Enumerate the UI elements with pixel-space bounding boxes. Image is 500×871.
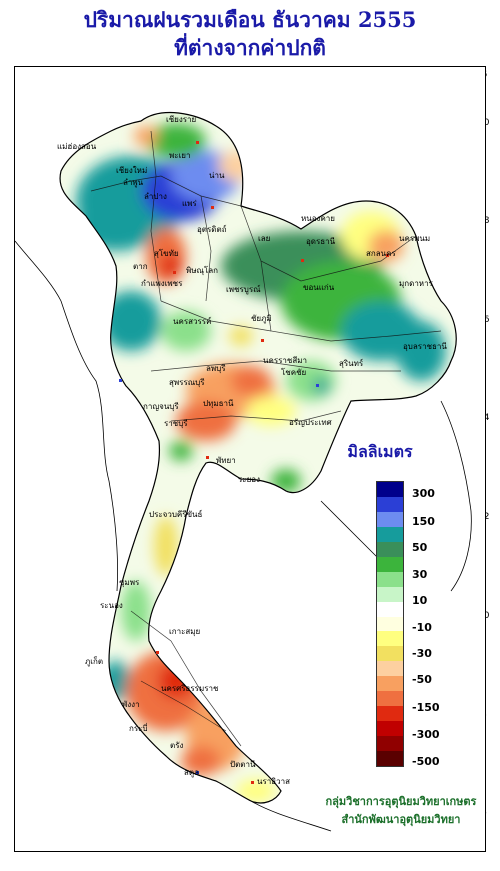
place-label: ขอนแก่น: [303, 283, 335, 292]
place-label: นราธิวาส: [257, 777, 290, 786]
place-label: โชคชัย: [281, 367, 306, 377]
legend-swatch: [377, 646, 403, 662]
place-label: แพร่: [182, 199, 197, 208]
place-label: กำแพงเพชร: [141, 279, 183, 288]
legend-swatch: [377, 736, 403, 752]
legend-swatch: [377, 541, 403, 558]
place-label: ภูเก็ต: [85, 656, 103, 667]
place-label: ลพบุรี: [206, 364, 226, 373]
rainfall-anomaly-map: เชียงราย แม่ฮ่องสอน เชียงใหม่ พะเยา ลำพู…: [15, 111, 472, 832]
place-label: กาญจนบุรี: [143, 402, 179, 411]
place-label: สตูล: [184, 768, 199, 778]
place-label: เพชรบูรณ์: [226, 284, 261, 295]
place-label: อรัญประเทศ: [289, 418, 332, 427]
place-label: อุตรดิตถ์: [197, 224, 227, 234]
place-label: กระบี่: [129, 722, 148, 733]
place-label: เลย: [258, 234, 270, 243]
place-label: สุรินทร์: [339, 358, 364, 368]
place-label: ประจวบคีรีขันธ์: [149, 509, 203, 519]
place-label: ราชบุรี: [164, 419, 188, 428]
place-label: ปัตตานี: [230, 760, 256, 769]
place-label: น่าน: [209, 171, 225, 180]
legend-swatch: [377, 482, 403, 498]
place-label: สุพรรณบุรี: [169, 378, 205, 387]
map-title-line1: ปริมาณฝนรวมเดือน ธันวาคม 2555: [83, 7, 417, 32]
place-label: พัทยา: [216, 456, 236, 465]
legend-swatch: [377, 496, 403, 513]
legend-color-bar: [376, 481, 404, 767]
legend-label: -500: [412, 755, 440, 768]
place-label: อุบลราชธานี: [403, 342, 447, 351]
place-label: หนองคาย: [301, 214, 335, 223]
place-label: พะเยา: [169, 151, 190, 160]
legend-label: -30: [412, 647, 432, 660]
place-label: ปทุมธานี: [203, 399, 234, 408]
legend-label: 300: [412, 487, 435, 500]
legend-label: 50: [412, 541, 428, 554]
legend-swatch: [377, 706, 403, 722]
legend-title: มิลลิเมตร: [347, 442, 413, 461]
place-label: ชัยภูมิ: [251, 314, 272, 324]
place-label: นครพนม: [399, 234, 430, 243]
regional-coastlines: [15, 240, 472, 832]
legend-swatch: [377, 676, 403, 692]
place-label: ลำปาง: [144, 192, 167, 201]
place-label: แม่ฮ่องสอน: [57, 142, 97, 151]
legend-label: -150: [412, 701, 440, 714]
place-label: นครราชสีมา: [263, 356, 307, 365]
place-label: ระยอง: [238, 475, 260, 484]
place-label: มุกดาหาร: [399, 279, 434, 288]
place-label: เชียงราย: [166, 115, 196, 124]
legend-label: -50: [412, 673, 432, 686]
place-label: พังงา: [122, 700, 140, 709]
legend-label: 150: [412, 515, 435, 528]
legend-swatch: [377, 601, 403, 618]
legend-swatch: [377, 691, 403, 707]
place-label: อุดรธานี: [306, 237, 336, 246]
legend-swatch: [377, 511, 403, 528]
legend-swatch: [377, 721, 403, 737]
legend-swatch: [377, 631, 403, 647]
place-label: ระนอง: [100, 601, 123, 610]
legend-label: -10: [412, 621, 432, 634]
map-frame: เชียงราย แม่ฮ่องสอน เชียงใหม่ พะเยา ลำพู…: [14, 66, 486, 852]
credit-line1: กลุ่มวิชาการอุตุนิยมวิทยาเกษตร: [325, 795, 477, 808]
place-label: นครศรีธรรมราช: [161, 684, 219, 693]
place-label: เกาะสมุย: [169, 627, 200, 636]
legend-swatch: [377, 526, 403, 543]
place-label: พิษณุโลก: [186, 265, 218, 275]
place-label: นครสวรรค์: [173, 316, 211, 326]
place-label: ตรัง: [170, 741, 183, 750]
legend-label: -300: [412, 728, 440, 741]
legend-swatch: [377, 571, 403, 588]
legend-swatch: [377, 751, 403, 767]
place-label: ชุมพร: [119, 578, 140, 587]
place-label: สกลนคร: [366, 249, 396, 258]
place-label: ตาก: [133, 262, 148, 271]
legend-swatch: [377, 616, 403, 632]
legend-swatch: [377, 586, 403, 603]
station-markers: [119, 141, 389, 784]
place-labels: เชียงราย แม่ฮ่องสอน เชียงใหม่ พะเยา ลำพู…: [57, 115, 447, 786]
place-label: สุโขทัย: [154, 248, 179, 258]
place-label: ลำพูน: [123, 178, 144, 188]
legend-label: 30: [412, 568, 428, 581]
legend-swatch: [377, 556, 403, 573]
legend-swatch: [377, 661, 403, 677]
credit-line2: สำนักพัฒนาอุตุนิยมวิทยา: [341, 813, 461, 826]
map-title-line2: ที่ต่างจากค่าปกติ: [174, 35, 326, 60]
legend-label: 10: [412, 594, 428, 607]
place-label: เชียงใหม่: [116, 166, 147, 175]
province-boundaries: [90, 130, 442, 747]
